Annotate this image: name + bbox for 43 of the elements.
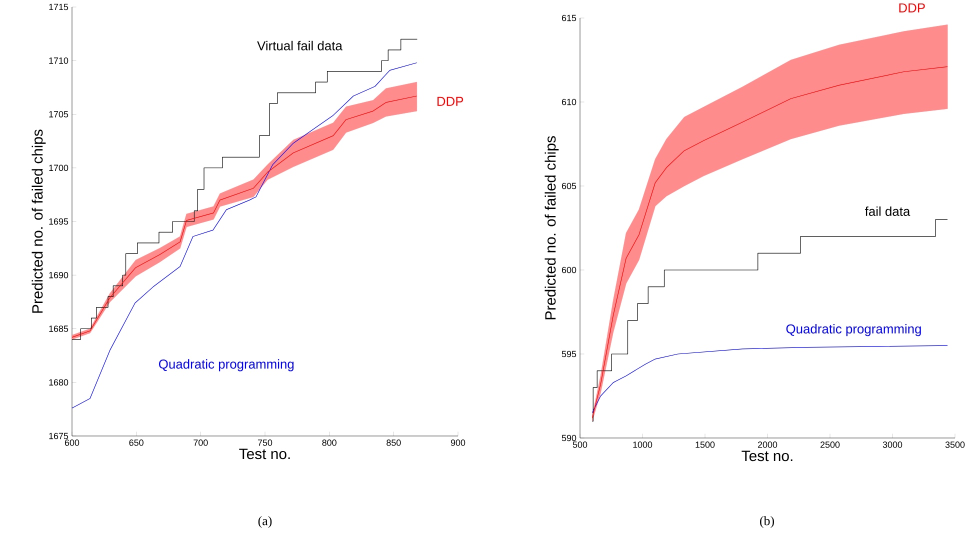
- y-tick-label: 600: [562, 266, 576, 274]
- y-tick-label: 1680: [49, 379, 68, 386]
- text: DDP: [899, 3, 925, 12]
- text: (a): [258, 516, 272, 528]
- y-axis-title: Predicted no. of failed chips: [544, 136, 559, 320]
- x-tick-label: 500: [572, 442, 588, 448]
- y-tick-label: 1690: [49, 272, 68, 278]
- y-tick-label: 615: [562, 14, 576, 22]
- y-tick-label: 1710: [49, 57, 68, 64]
- y-tick-label: 1685: [49, 326, 68, 332]
- x-tick-label: 650: [129, 440, 144, 446]
- y-tick-label: 1705: [49, 111, 68, 118]
- x-tick-label: 900: [450, 440, 466, 446]
- x-tick-label: 1000: [633, 442, 652, 448]
- y-tick-label: 1675: [49, 432, 68, 440]
- series-label: fail data: [865, 206, 910, 216]
- x-tick-label: 800: [322, 440, 336, 446]
- y-tick-label: 590: [562, 434, 576, 442]
- series-label: Quadratic programming: [786, 324, 921, 336]
- x-tick-label: 2000: [758, 442, 778, 448]
- x-tick-label: 3500: [945, 442, 965, 448]
- line-series: [592, 345, 948, 414]
- x-tick-label: 850: [386, 440, 401, 446]
- x-tick-label: 600: [64, 440, 80, 446]
- y-tick-label: 610: [562, 98, 576, 106]
- x-axis-title: Test no.: [742, 450, 792, 462]
- x-axis-title: Test no.: [239, 448, 290, 460]
- y-tick-label: 1715: [49, 4, 68, 10]
- series-label: DDP: [437, 96, 464, 106]
- x-tick-label: 3000: [882, 442, 902, 448]
- y-tick-label: 1700: [49, 164, 68, 172]
- text: Quadratic programming: [158, 359, 294, 372]
- y-axis-title: Predicted no. of failed chips: [32, 130, 46, 313]
- y-tick-label: 595: [562, 350, 576, 358]
- series-label: Virtual fail data: [257, 40, 342, 50]
- x-tick-label: 750: [258, 440, 272, 446]
- y-tick-label: 605: [562, 182, 576, 190]
- x-tick-label: 1500: [696, 442, 715, 448]
- text: (b): [760, 516, 774, 528]
- x-tick-label: 2500: [820, 442, 840, 448]
- x-tick-label: 700: [194, 440, 208, 446]
- line-series: [72, 62, 418, 408]
- y-tick-label: 1695: [49, 218, 68, 225]
